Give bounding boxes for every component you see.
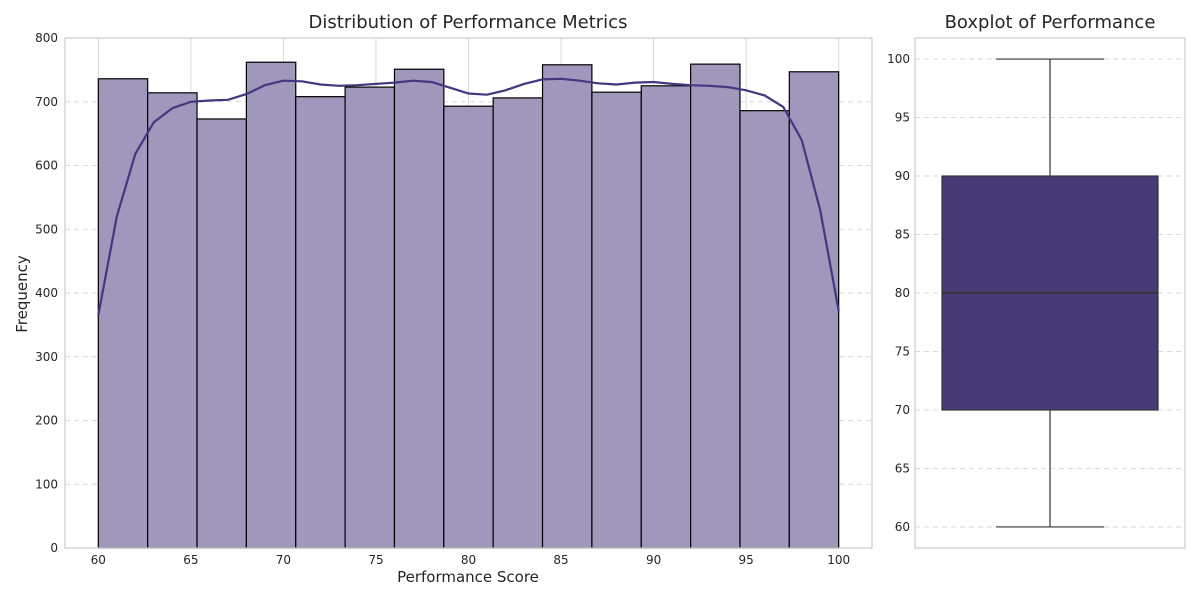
histogram-x-tick-labels: 60 65 70 75 80 85 90 95 100 (91, 553, 850, 567)
x-tick-label: 85 (553, 553, 568, 567)
histogram-bar (541, 64, 593, 549)
histogram-bar (788, 71, 840, 549)
histogram-x-axis-label: Performance Score (397, 568, 539, 586)
histogram-frame (64, 37, 873, 549)
x-tick-label: 75 (368, 553, 383, 567)
histogram-panel: 60 65 70 75 80 85 90 95 100 0 100 200 300 400 500 600 7… (13, 12, 873, 586)
histogram-bar (245, 61, 297, 549)
y-tick-label: 600 (35, 159, 58, 173)
x-tick-label: 65 (183, 553, 198, 567)
x-tick-label: 100 (827, 553, 850, 567)
x-tick-label: 60 (91, 553, 106, 567)
y-tick-label: 200 (35, 414, 58, 428)
y-tick-label: 300 (35, 350, 58, 364)
boxplot-title: Boxplot of Performance (945, 12, 1156, 33)
histogram-bar (739, 110, 790, 549)
kde-line (97, 77, 840, 316)
histogram-bar (443, 105, 494, 549)
histogram-bar (147, 92, 198, 549)
boxplot-frame (914, 37, 1186, 549)
y-tick-label: 400 (35, 286, 58, 300)
histogram-title: Distribution of Performance Metrics (309, 12, 628, 33)
y-tick-label: 85 (895, 228, 910, 242)
histogram-bar (97, 78, 149, 549)
histogram-bar (640, 85, 692, 549)
y-tick-label: 100 (35, 477, 58, 491)
histogram-bar (344, 86, 396, 549)
boxplot-shape (941, 58, 1159, 528)
y-tick-label: 0 (50, 541, 58, 555)
histogram-bar (690, 63, 741, 549)
y-tick-label: 500 (35, 222, 58, 236)
histogram-bar (393, 68, 445, 549)
x-tick-label: 80 (461, 553, 476, 567)
histogram-bar (492, 97, 544, 549)
y-tick-label: 60 (895, 520, 910, 534)
y-tick-label: 100 (887, 52, 910, 66)
histogram-bar (196, 118, 247, 549)
x-tick-label: 70 (276, 553, 291, 567)
x-tick-label: 95 (738, 553, 753, 567)
boxplot-y-tick-labels: 60 65 70 75 80 85 90 95 100 (887, 52, 910, 534)
histogram-bar (591, 91, 642, 549)
y-tick-label: 90 (895, 169, 910, 183)
histogram-bars (97, 61, 840, 549)
y-tick-label: 65 (895, 461, 910, 475)
y-tick-label: 70 (895, 403, 910, 417)
histogram-y-tick-labels: 0 100 200 300 400 500 600 700 800 (35, 31, 58, 555)
x-tick-label: 90 (646, 553, 661, 567)
y-tick-label: 800 (35, 31, 58, 45)
histogram-bar (295, 96, 346, 549)
y-tick-label: 80 (895, 286, 910, 300)
boxplot-panel: 60 65 70 75 80 85 90 95 100 Boxplot of Performan… (887, 12, 1186, 549)
y-tick-label: 700 (35, 95, 58, 109)
histogram-y-axis-label: Frequency (13, 255, 31, 333)
y-tick-label: 75 (895, 344, 910, 358)
y-tick-label: 95 (895, 111, 910, 125)
